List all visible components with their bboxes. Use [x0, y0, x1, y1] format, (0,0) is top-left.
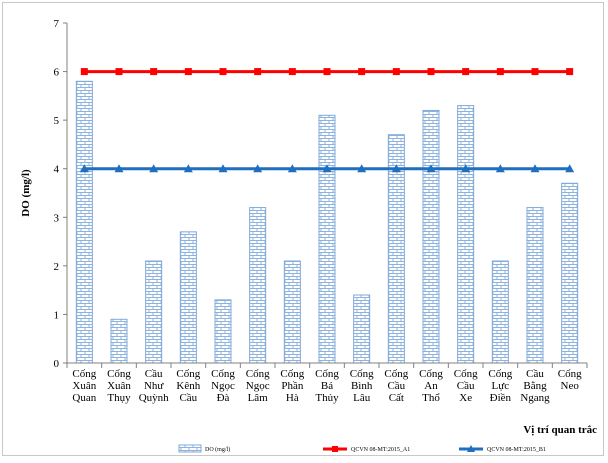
series-marker	[254, 68, 261, 75]
x-tick-label: Cống Neo	[558, 368, 582, 392]
y-tick-label: 7	[54, 18, 60, 30]
series-marker	[358, 68, 365, 75]
x-tick-label: Cống Phần Hà	[280, 368, 304, 404]
bar	[492, 261, 508, 363]
bar	[76, 81, 92, 363]
legend-label: QCVN 08-MT:2015_A1	[351, 447, 410, 453]
y-tick-label: 5	[54, 115, 60, 127]
series-marker	[81, 68, 88, 75]
y-axis-title: DO (mg/l)	[20, 169, 32, 217]
bar	[146, 261, 162, 363]
bar	[458, 106, 474, 363]
legend-label: DO (mg/l)	[205, 446, 230, 453]
series-marker	[462, 68, 469, 75]
bar	[319, 115, 335, 363]
series-marker	[150, 68, 157, 75]
x-tick-label: Cống Xuân Quan	[72, 368, 96, 404]
bar	[180, 232, 196, 363]
series-marker	[289, 68, 296, 75]
series-marker	[324, 68, 331, 75]
chart-frame: 0 1 2 3 4 5 6 7 Cống Xuân Quan Cống Xuân Thụy Cầu Như Qu…	[2, 2, 604, 456]
x-tick-label: Cầu Bằng Ngang	[520, 368, 550, 404]
do-chart: 0 1 2 3 4 5 6 7 Cống Xuân Quan Cống Xuân Thụy Cầu Như Qu…	[3, 3, 608, 463]
y-tick-label: 0	[54, 358, 60, 370]
series-marker	[220, 68, 227, 75]
bar	[423, 110, 439, 363]
x-axis-title: Vị trí quan trắc	[523, 424, 597, 436]
legend-label: QCVN 08-MT:2015_B1	[487, 447, 546, 453]
series-marker	[393, 68, 400, 75]
y-tick-label: 4	[54, 164, 60, 176]
series-marker	[497, 68, 504, 75]
legend-marker	[332, 446, 338, 452]
y-tick-label: 2	[54, 261, 60, 273]
bar	[527, 208, 543, 363]
x-tick-label: Cống Ngọc Lâm	[246, 368, 270, 404]
x-tick-label: Cầu Như Quỳnh	[139, 368, 169, 404]
x-tick-label: Cống Bình Lâu	[350, 368, 374, 404]
series-marker	[428, 68, 435, 75]
x-tick-label: Cống An Thổ	[419, 368, 443, 404]
legend: DO (mg/l) QCVN 08-MT:2015_A1 QCVN 08-MT:20…	[179, 445, 546, 453]
x-tick-label: Cống Cầu Xe	[454, 368, 478, 404]
labels: 0 1 2 3 4 5 6 7 Cống Xuân Quan Cống Xuân Thụy Cầu Như Qu…	[20, 18, 597, 436]
bar	[215, 300, 231, 363]
y-tick-label: 6	[54, 67, 60, 79]
bar	[250, 208, 266, 363]
x-tick-label: Cống Xuân Thụy	[107, 368, 131, 404]
bar	[562, 183, 578, 363]
series-marker	[566, 68, 573, 75]
y-tick-label: 3	[54, 212, 60, 224]
x-tick-label: Cống Bá Thủy	[315, 368, 339, 404]
y-tick-label: 1	[54, 309, 60, 321]
bar	[354, 295, 370, 363]
x-tick-label: Cống Lực Điền	[488, 368, 512, 404]
legend-swatch-bar	[179, 445, 201, 452]
series-marker	[185, 68, 192, 75]
x-tick-label: Cống Ngọc Đà	[211, 368, 235, 404]
x-tick-label: Cống Cầu Cất	[384, 368, 408, 404]
bar	[111, 319, 127, 363]
bar-series	[76, 81, 577, 363]
series-marker	[532, 68, 539, 75]
series-marker	[116, 68, 123, 75]
x-tick-label: Cống Kênh Cầu	[176, 368, 200, 404]
bar	[284, 261, 300, 363]
